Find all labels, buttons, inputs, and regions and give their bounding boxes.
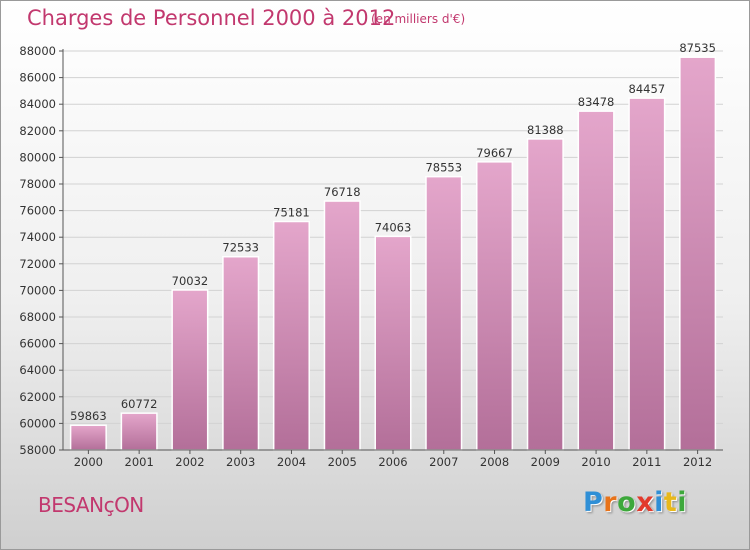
bar-value-label: 81388 — [527, 123, 564, 137]
bar — [628, 97, 666, 451]
x-tick-label: 2007 — [429, 455, 458, 469]
y-tick-label: 74000 — [19, 230, 56, 244]
x-tick-label: 2006 — [378, 455, 407, 469]
x-tick-label: 2000 — [74, 455, 103, 469]
x-tick-label: 2003 — [226, 455, 255, 469]
logo-letter: o — [617, 487, 637, 518]
bar-value-label: 79667 — [476, 146, 513, 160]
bar-value-label: 60772 — [121, 397, 158, 411]
y-tick-label: 76000 — [19, 204, 56, 218]
bar-value-label: 76718 — [324, 185, 361, 199]
bar-value-label: 74063 — [375, 220, 412, 234]
bar — [425, 175, 463, 451]
bar — [577, 110, 615, 451]
bar-value-label: 87535 — [679, 41, 716, 55]
chart-title: Charges de Personnel 2000 à 2012 — [27, 6, 396, 30]
bar-value-label: 59863 — [70, 409, 107, 423]
bar — [526, 138, 564, 451]
x-tick-label: 2004 — [277, 455, 306, 469]
x-tick-label: 2010 — [581, 455, 610, 469]
x-tick-label: 2001 — [125, 455, 154, 469]
bar-value-label: 72533 — [222, 241, 259, 255]
bar-value-label: 83478 — [578, 95, 615, 109]
bar — [222, 255, 260, 451]
bar — [171, 289, 209, 451]
y-tick-label: 66000 — [19, 337, 56, 351]
bar — [679, 56, 717, 451]
y-tick-label: 80000 — [19, 150, 56, 164]
x-axis: 2000 2001 2002 2003 2004 2005 2006 2007 2008 2009… — [63, 449, 723, 469]
proxiti-logo: Proxiti — [583, 487, 687, 518]
city-name: BESANçON — [38, 493, 144, 517]
bar-value-label: 70032 — [172, 274, 209, 288]
logo-letter: r — [603, 487, 618, 518]
y-tick-label: 88000 — [19, 44, 56, 58]
bar — [323, 200, 361, 451]
x-tick-label: 2005 — [328, 455, 357, 469]
bar-value-label: 84457 — [629, 82, 666, 96]
logo-letter: x — [636, 487, 655, 518]
bar-value-label: 75181 — [273, 205, 310, 219]
logo-letter: i — [654, 487, 664, 518]
x-tick-label: 2002 — [175, 455, 204, 469]
y-tick-label: 60000 — [19, 416, 56, 430]
y-tick-label: 82000 — [19, 124, 56, 138]
y-tick-label: 86000 — [19, 71, 56, 85]
bar — [69, 424, 107, 451]
y-tick-label: 70000 — [19, 283, 56, 297]
logo-letter: t — [663, 487, 678, 518]
chart-subtitle: (en milliers d'€) — [371, 12, 466, 26]
logo-letter: P — [583, 487, 604, 518]
bar — [374, 235, 412, 451]
value-labels: 59863 60772 70032 72533 75181 76718 74063 78553… — [70, 41, 716, 423]
y-axis: 58000 60000 62000 64000 66000 68000 70000 72000… — [19, 44, 64, 457]
bar — [476, 161, 514, 451]
x-tick-label: 2009 — [531, 455, 560, 469]
bar — [120, 412, 158, 451]
y-tick-label: 72000 — [19, 257, 56, 271]
bar-value-label: 78553 — [425, 161, 462, 175]
y-tick-label: 58000 — [19, 443, 56, 457]
y-tick-label: 78000 — [19, 177, 56, 191]
logo-letter: i — [677, 487, 688, 518]
y-tick-label: 64000 — [19, 363, 56, 377]
x-tick-label: 2011 — [632, 455, 661, 469]
bars — [69, 56, 717, 451]
x-tick-label: 2012 — [683, 455, 712, 469]
y-tick-label: 84000 — [19, 97, 56, 111]
x-tick-label: 2008 — [480, 455, 509, 469]
bar — [272, 220, 310, 451]
y-tick-label: 68000 — [19, 310, 56, 324]
y-tick-label: 62000 — [19, 390, 56, 404]
